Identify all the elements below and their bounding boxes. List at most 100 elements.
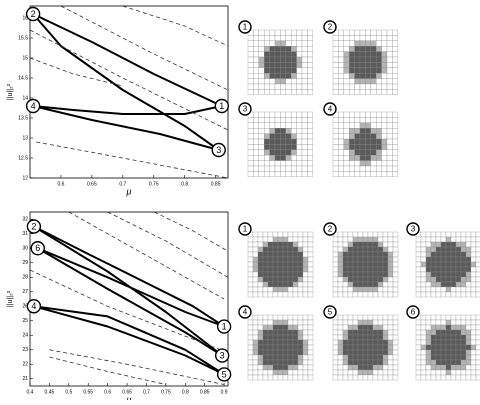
pixel	[280, 35, 286, 41]
pixel	[392, 138, 398, 145]
pixel	[440, 241, 447, 248]
pixel	[262, 334, 269, 341]
pixel	[415, 334, 422, 341]
pixel	[297, 286, 304, 293]
pixel	[381, 128, 388, 134]
pixel	[253, 171, 259, 177]
pixel	[367, 339, 374, 346]
pixel	[455, 241, 462, 248]
pixel	[277, 334, 284, 341]
pixel	[287, 359, 294, 366]
pixel	[425, 364, 432, 371]
pixel	[262, 291, 269, 298]
pixel	[274, 40, 281, 47]
pixel	[420, 251, 427, 258]
pixel	[280, 122, 286, 129]
pixel	[354, 149, 361, 156]
pixel	[445, 236, 452, 243]
pixel	[282, 246, 289, 253]
pixel	[296, 149, 303, 156]
pixel	[297, 374, 304, 381]
pixel	[282, 349, 289, 356]
pixel	[337, 241, 344, 248]
pixel	[285, 133, 292, 140]
pixel	[470, 374, 477, 381]
pixel	[332, 155, 339, 161]
pixel	[272, 324, 279, 331]
pixel	[267, 281, 274, 288]
pixel	[460, 324, 467, 331]
pixel	[349, 62, 355, 68]
pixel	[372, 246, 379, 253]
pixel	[262, 236, 269, 243]
pixel	[307, 29, 313, 36]
y-tick-label: 30	[22, 246, 28, 252]
pixel	[354, 89, 361, 95]
pixel	[287, 276, 294, 283]
pixel	[332, 165, 339, 172]
pixel	[280, 51, 286, 58]
pixel	[425, 314, 432, 321]
pixel	[455, 266, 462, 273]
pixel	[296, 128, 303, 134]
pixel	[287, 241, 294, 248]
pixel	[337, 281, 344, 288]
pixel	[445, 266, 452, 273]
pixel	[292, 364, 299, 371]
pixel	[354, 155, 361, 161]
pixel	[377, 339, 384, 346]
pixel	[382, 344, 389, 351]
pixel	[370, 73, 377, 79]
pixel	[267, 231, 274, 238]
pixel	[332, 40, 339, 47]
pixel	[372, 334, 379, 341]
pixel	[359, 165, 366, 172]
pixel	[252, 286, 259, 293]
pixel	[415, 374, 422, 381]
circled-label: 4	[328, 105, 333, 114]
pixel	[445, 251, 452, 258]
pixel	[420, 354, 427, 361]
pixel	[435, 319, 442, 326]
pixel	[367, 354, 374, 361]
pixel	[359, 51, 366, 58]
pixel	[332, 286, 339, 293]
pixel	[460, 314, 467, 321]
pixel	[252, 359, 259, 366]
pixel	[332, 160, 339, 167]
pixel	[274, 117, 281, 123]
pixel	[262, 256, 269, 263]
pixel	[342, 329, 349, 336]
pixel	[292, 271, 299, 278]
pixel	[285, 122, 292, 129]
pixel	[440, 271, 447, 278]
pixel	[386, 149, 393, 156]
pixel	[253, 46, 259, 52]
pixel	[291, 67, 297, 74]
pixel	[342, 231, 349, 238]
pixel	[282, 236, 289, 243]
pixel	[392, 155, 398, 161]
pixel	[445, 364, 452, 371]
pixel	[247, 56, 254, 63]
pixel	[257, 256, 264, 263]
pixel	[264, 89, 270, 95]
pixel	[247, 144, 254, 150]
pixel	[269, 46, 276, 52]
pixel	[264, 73, 270, 79]
pixel	[264, 29, 270, 36]
pixel	[392, 122, 398, 129]
pixel	[277, 236, 284, 243]
pixel	[415, 291, 422, 298]
pixel	[272, 349, 279, 356]
pixel	[357, 354, 364, 361]
pixel	[354, 78, 361, 85]
pixel	[291, 89, 297, 95]
y-tick-label: 27	[22, 289, 28, 295]
pixel	[280, 144, 286, 150]
pixel	[343, 165, 350, 172]
pixel	[382, 266, 389, 273]
pixel	[282, 261, 289, 268]
pixel	[285, 138, 292, 145]
pixel	[332, 271, 339, 278]
